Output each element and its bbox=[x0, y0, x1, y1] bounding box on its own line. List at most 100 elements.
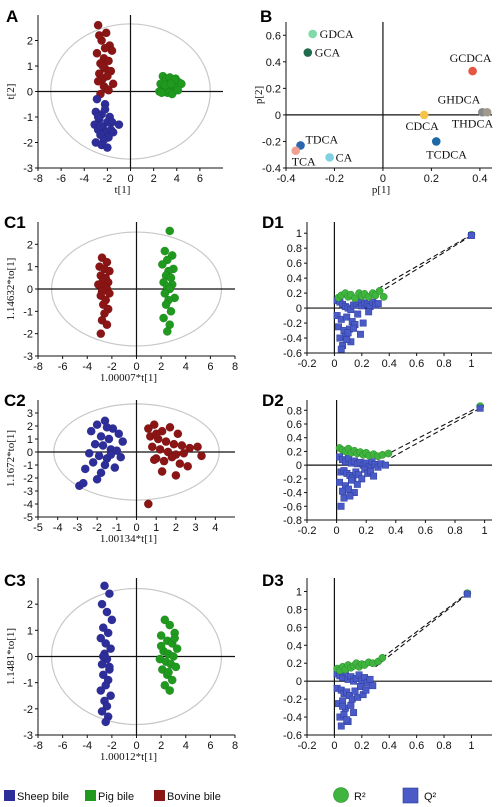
x-tick-label: 0.2 bbox=[359, 525, 374, 537]
sheep-point bbox=[95, 121, 105, 131]
x-tick-label: 2 bbox=[173, 522, 179, 534]
sheep-point bbox=[104, 662, 114, 672]
x-tick-label: 1 bbox=[468, 740, 474, 752]
y-tick-label: -3 bbox=[23, 486, 33, 498]
pig-point bbox=[156, 631, 166, 641]
x-tick-label: -2 bbox=[92, 522, 102, 534]
q2-point bbox=[365, 308, 373, 316]
panel-c2: C2-5 -4 -3 -2 -1 0 1 2 3 4-5-4-3-2-101231.00134*t… bbox=[4, 391, 235, 545]
y-tick-label: -0.4 bbox=[283, 712, 302, 724]
bovine-point bbox=[93, 20, 103, 30]
pig-point bbox=[157, 259, 167, 269]
q2-point bbox=[347, 701, 355, 709]
panel-c1: C1-8 -6 -4 -2 0 2 4 6 8-3-2-10121.00007*t[1]1.14… bbox=[4, 213, 238, 384]
y-tick-label: 1 bbox=[27, 434, 33, 446]
panel-label: B bbox=[260, 7, 272, 26]
x-tick-label: 0 bbox=[331, 358, 337, 370]
q2-regression-line bbox=[377, 235, 472, 294]
x-tick-label: -3 bbox=[73, 522, 83, 534]
bovine-point bbox=[161, 437, 171, 447]
q2-point bbox=[339, 487, 346, 495]
y-tick-label: -3 bbox=[23, 730, 33, 742]
sheep-point bbox=[92, 474, 102, 484]
loading-point-label: GCA bbox=[315, 46, 341, 60]
bovine-point bbox=[165, 422, 175, 432]
sheep-point bbox=[108, 127, 118, 137]
pig-point bbox=[173, 85, 183, 95]
sheep-point bbox=[101, 717, 111, 727]
y-axis-label: 1.1672*to[1] bbox=[5, 430, 17, 487]
x-tick-label: -8 bbox=[33, 740, 43, 752]
bovine-point bbox=[175, 459, 185, 469]
legend-label: Pig bile bbox=[98, 791, 134, 803]
bovine-point bbox=[149, 420, 159, 430]
bovine-point bbox=[96, 329, 106, 339]
y-tick-label: -1 bbox=[23, 306, 33, 318]
sheep-point bbox=[112, 446, 122, 456]
sheep-point bbox=[104, 434, 114, 444]
x-tick-label: 0 bbox=[380, 173, 386, 185]
y-tick-label: 2 bbox=[27, 421, 33, 433]
x-tick-label: -4 bbox=[79, 173, 89, 185]
legend-item-sheep-bile: Sheep bile bbox=[4, 790, 69, 803]
legend: Sheep bile Pig bile Bovine bile R² Q² bbox=[4, 787, 437, 804]
panel-label: C3 bbox=[4, 571, 26, 590]
sheep-point bbox=[101, 680, 111, 690]
y-tick-label: 1 bbox=[296, 228, 302, 240]
x-tick-label: -4 bbox=[82, 740, 92, 752]
x-tick-label: 6 bbox=[197, 173, 203, 185]
bovine-point bbox=[173, 429, 183, 439]
bovine-point bbox=[143, 499, 153, 509]
x-tick-label: 4 bbox=[183, 740, 189, 752]
r2-point bbox=[384, 449, 393, 458]
loading-point bbox=[308, 29, 317, 39]
bovine-point bbox=[108, 79, 118, 89]
loading-point-label: GCDCA bbox=[450, 51, 492, 65]
y-tick-label: 0 bbox=[27, 447, 33, 459]
x-tick-label: 0 bbox=[331, 740, 337, 752]
r2-point bbox=[378, 653, 387, 662]
sheep-point bbox=[106, 644, 116, 654]
sheep-point bbox=[114, 429, 124, 439]
y-tick-label: 0.6 bbox=[287, 419, 302, 431]
x-tick-label: -1 bbox=[112, 522, 122, 534]
y-tick-label: 0.6 bbox=[287, 258, 302, 270]
x-tick-label: -2 bbox=[107, 361, 117, 373]
pig-point bbox=[161, 300, 171, 310]
x-tick-label: 6 bbox=[207, 740, 213, 752]
q2-point bbox=[362, 686, 370, 694]
q2-point bbox=[337, 722, 345, 730]
y-axis-label: p[2] bbox=[253, 86, 265, 104]
q2-point bbox=[370, 472, 378, 480]
panel-label: C1 bbox=[4, 213, 26, 232]
y-tick-label: -0.4 bbox=[283, 333, 302, 345]
legend-item-bovine-bile: Bovine bile bbox=[154, 790, 221, 803]
pig-point bbox=[165, 620, 175, 630]
x-tick-label: 2 bbox=[151, 173, 157, 185]
bovine-point bbox=[98, 61, 108, 71]
y-tick-label: 0.2 bbox=[287, 288, 302, 300]
y-tick-label: 0.2 bbox=[287, 446, 302, 458]
sheep-point bbox=[116, 452, 126, 462]
sheep-point bbox=[102, 701, 112, 711]
loading-point-label: THDCA bbox=[452, 116, 494, 130]
legend-label: Sheep bile bbox=[17, 791, 69, 803]
sheep-point bbox=[102, 422, 112, 432]
bovine-point bbox=[177, 441, 187, 450]
pig-point bbox=[168, 652, 178, 661]
q2-point bbox=[353, 480, 361, 488]
x-axis-label: t[1] bbox=[115, 184, 131, 196]
pig-point bbox=[165, 686, 175, 695]
panel-a: A -8 -6 -4 -2 0 2 4 6 -3 -2 -1 0 1 2 t[1] t[2] bbox=[5, 7, 223, 196]
y-tick-label: 0 bbox=[296, 676, 302, 688]
bovine-point bbox=[157, 467, 167, 476]
y-tick-label: -3 bbox=[23, 163, 33, 175]
bovine-point bbox=[100, 43, 110, 53]
bovine-point bbox=[102, 320, 112, 330]
sheep-point bbox=[98, 623, 108, 633]
sheep-point bbox=[114, 120, 124, 130]
y-tick-label: -1 bbox=[23, 460, 33, 472]
y-tick-label: -2 bbox=[23, 329, 33, 341]
x-tick-label: 0.8 bbox=[436, 358, 451, 370]
